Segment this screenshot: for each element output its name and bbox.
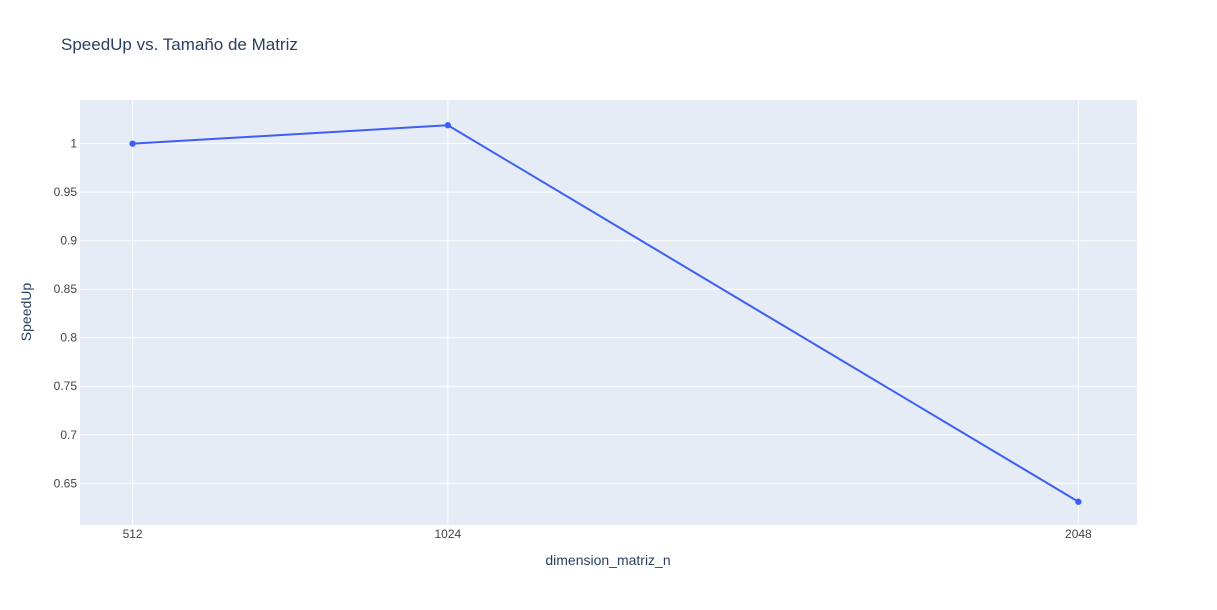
x-tick-label: 2048 — [1065, 527, 1092, 541]
grid-lines — [80, 100, 1137, 525]
data-point — [1075, 498, 1082, 505]
data-point — [444, 122, 452, 129]
data-point — [129, 140, 136, 147]
y-tick-label: 0.8 — [60, 331, 77, 345]
y-tick-label: 0.75 — [54, 379, 78, 393]
y-tick-label: 0.9 — [60, 234, 77, 248]
x-tick-label: 512 — [123, 527, 143, 541]
x-axis-label: dimension_matriz_n — [545, 552, 670, 568]
tick-labels: 0.65 0.7 0.75 0.8 0.85 0.9 0.95 1 512 1024 2048 — [54, 137, 1092, 541]
y-tick-label: 0.95 — [54, 185, 78, 199]
y-tick-label: 0.65 — [54, 476, 78, 490]
chart-title: SpeedUp vs. Tamaño de Matriz — [61, 35, 298, 54]
y-tick-label: 0.7 — [60, 428, 77, 442]
y-tick-label: 0.85 — [54, 282, 78, 296]
y-tick-label: 1 — [70, 137, 77, 151]
x-tick-label: 1024 — [434, 527, 461, 541]
plot-area — [80, 100, 1137, 525]
data-series — [129, 122, 1082, 505]
y-axis-label: SpeedUp — [18, 283, 34, 342]
